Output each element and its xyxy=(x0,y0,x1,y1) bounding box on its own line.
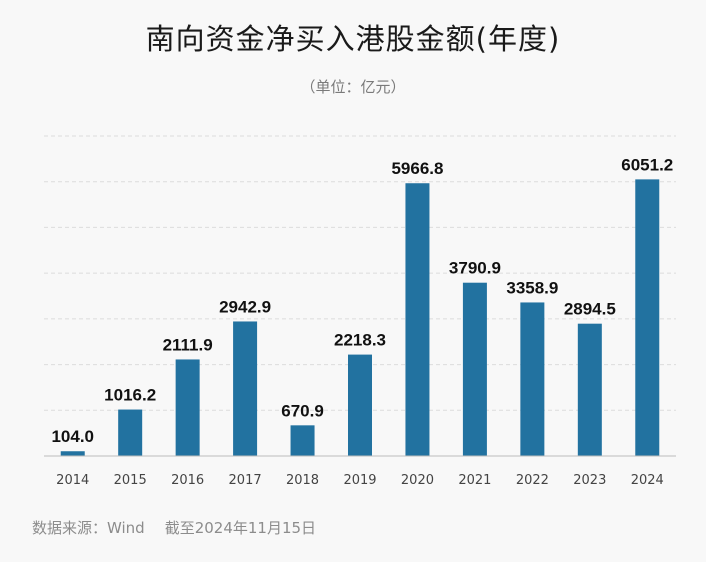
bar-2014 xyxy=(60,451,85,456)
x-tick-2024: 2024 xyxy=(631,473,664,488)
value-labels: 104.0 1016.2 2111.9 2942.9 670.9 2218.3 5966.8… xyxy=(51,155,673,446)
value-label-2023: 2894.5 xyxy=(564,300,616,319)
footer: 数据来源：Wind 截至2024年11月15日 xyxy=(32,517,316,538)
bar-2016 xyxy=(175,359,200,456)
x-tick-2017: 2017 xyxy=(229,473,262,488)
x-tick-2019: 2019 xyxy=(343,473,376,488)
bar-2020 xyxy=(405,183,430,456)
x-tick-2021: 2021 xyxy=(458,473,491,488)
bar-2022 xyxy=(520,302,545,456)
source-note: 数据来源：Wind xyxy=(32,519,145,537)
bar-2024 xyxy=(635,179,660,456)
date-note: 截至2024年11月15日 xyxy=(164,519,317,537)
value-label-2022: 3358.9 xyxy=(506,278,558,297)
x-tick-2016: 2016 xyxy=(171,473,204,488)
value-label-2014: 104.0 xyxy=(51,427,94,446)
x-tick-2020: 2020 xyxy=(401,473,434,488)
bar-2019 xyxy=(348,354,372,456)
bar-2023 xyxy=(577,323,602,456)
x-tick-2023: 2023 xyxy=(573,473,606,488)
x-tick-labels: 2014 2015 2016 2017 2018 2019 2020 2021 2022 2023… xyxy=(56,473,664,488)
bar-chart: 104.0 1016.2 2111.9 2942.9 670.9 2218.3 5966.8… xyxy=(44,135,676,488)
x-tick-2018: 2018 xyxy=(286,473,319,488)
x-tick-2014: 2014 xyxy=(56,473,89,488)
bar-2017 xyxy=(233,321,258,456)
bar-2018 xyxy=(290,425,315,456)
value-label-2015: 1016.2 xyxy=(104,386,156,405)
bar-2015 xyxy=(118,409,143,456)
value-label-2017: 2942.9 xyxy=(219,297,271,316)
value-label-2016: 2111.9 xyxy=(163,335,213,354)
value-label-2019: 2218.3 xyxy=(334,331,386,350)
value-label-2024: 6051.2 xyxy=(621,155,673,174)
bars xyxy=(60,179,660,456)
value-label-2018: 670.9 xyxy=(281,401,324,420)
x-tick-2022: 2022 xyxy=(516,473,549,488)
value-label-2020: 5966.8 xyxy=(391,159,443,178)
x-tick-2015: 2015 xyxy=(114,473,147,488)
chart-subtitle: （单位：亿元） xyxy=(300,78,406,96)
chart-title: 南向资金净买入港股金额(年度) xyxy=(145,22,561,56)
bar-2021 xyxy=(462,282,487,456)
value-label-2021: 3790.9 xyxy=(449,259,501,278)
